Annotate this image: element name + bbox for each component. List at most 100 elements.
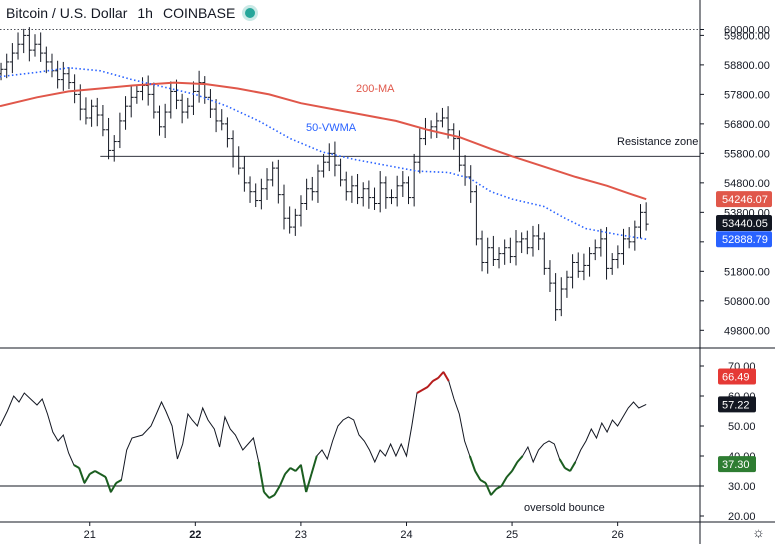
price-badge-label: 53440.05: [722, 218, 768, 230]
rsi-oversold-segment: [484, 482, 492, 496]
rsi-oversold-segment: [468, 455, 477, 472]
rsi-panel[interactable]: [0, 371, 700, 499]
rsi-overbought-segment: [442, 371, 450, 382]
rsi-oversold-segment: [257, 461, 265, 493]
rsi-oversold-segment: [263, 491, 270, 499]
rsi-overbought-segment: [432, 377, 439, 382]
candle: [530, 225, 536, 257]
candle: [270, 161, 276, 187]
candle: [145, 75, 151, 106]
candle: [360, 182, 366, 207]
candle: [236, 146, 242, 175]
rsi-badge: 66.49: [718, 368, 756, 385]
candle: [366, 180, 372, 209]
candle: [185, 97, 191, 119]
candle: [32, 34, 38, 57]
price-badge: 53440.05: [716, 214, 772, 231]
candle: [587, 247, 593, 277]
candle: [479, 230, 485, 272]
candle: [157, 105, 163, 136]
rsi-oversold-segment: [310, 455, 318, 475]
candle: [485, 237, 491, 274]
candle: [326, 143, 332, 172]
candle: [72, 74, 78, 104]
candle: [422, 117, 428, 146]
time-tick-label: 21: [84, 529, 96, 541]
candle: [394, 175, 400, 207]
candle: [434, 112, 440, 139]
resistance-zone-label: Resistance zone: [617, 136, 698, 148]
candle: [26, 27, 32, 62]
symbol-exchange: COINBASE: [162, 5, 236, 21]
candle: [462, 155, 468, 186]
live-status-icon: [245, 8, 256, 18]
candle: [564, 270, 570, 298]
candle: [637, 204, 643, 239]
rsi-oversold-segment: [511, 461, 519, 472]
price-tick-label: 60000.00: [724, 24, 770, 36]
candle: [66, 67, 72, 90]
rsi-overbought-segment: [416, 389, 423, 394]
candle: [558, 277, 564, 317]
candle: [264, 168, 270, 200]
price-tick-label: 50800.00: [724, 296, 770, 308]
candle: [94, 97, 100, 127]
rsi-tick-label: 50.00: [728, 421, 756, 433]
candle: [15, 32, 21, 60]
candle: [490, 235, 496, 267]
candle: [173, 79, 179, 110]
candle: [55, 60, 61, 89]
rsi-tick-label: 20.00: [728, 511, 756, 523]
candle: [43, 46, 49, 74]
rsi-badge: 57.22: [718, 396, 756, 413]
rsi-oversold-segment: [94, 470, 101, 475]
rsi-oversold-segment: [78, 467, 86, 484]
candle: [405, 176, 411, 205]
rsi-oversold-segment: [490, 488, 497, 496]
candle: [309, 176, 315, 201]
candle: [0, 62, 4, 81]
candle: [49, 53, 55, 78]
candle: [377, 171, 383, 213]
rsi-badge: 37.30: [718, 456, 756, 473]
candle: [38, 32, 44, 62]
candle: [615, 245, 621, 269]
rsi-badge-bg: [718, 456, 756, 473]
rsi-oversold-segment: [115, 479, 122, 484]
ma200-line: [0, 81, 647, 201]
candle: [439, 107, 445, 128]
candle: [179, 93, 185, 124]
price-tick-label: 54800.00: [724, 178, 770, 190]
candle: [338, 158, 344, 187]
candle: [241, 156, 247, 192]
candle: [332, 141, 338, 177]
gear-icon[interactable]: ☼: [752, 524, 765, 540]
price-badge-bg: [716, 214, 772, 231]
rsi-oversold-segment: [479, 479, 487, 484]
price-panel[interactable]: [0, 27, 700, 321]
candle: [134, 84, 140, 104]
rsi-oversold-segment: [564, 467, 571, 472]
rsi-oversold-segment: [506, 470, 513, 478]
rsi-oversold-segment: [495, 485, 503, 490]
candle: [117, 112, 123, 149]
vwma50-line: [0, 66, 647, 240]
candle: [502, 239, 508, 265]
candle: [400, 171, 406, 198]
price-tick-label: 57800.00: [724, 89, 770, 101]
candle: [190, 81, 196, 116]
candle: [321, 153, 327, 178]
candle: [224, 117, 230, 148]
candle: [592, 239, 598, 261]
price-tick-label: 58800.00: [724, 60, 770, 72]
candle: [581, 253, 587, 281]
price-tick-label: 56800.00: [724, 119, 770, 131]
candle: [230, 130, 236, 168]
price-badge-label: 52888.79: [722, 234, 768, 246]
rsi-oversold-segment: [273, 485, 281, 496]
rsi-overbought-segment: [426, 380, 434, 388]
symbol-interval: 1h: [137, 5, 153, 21]
rsi-oversold-segment: [558, 458, 566, 469]
